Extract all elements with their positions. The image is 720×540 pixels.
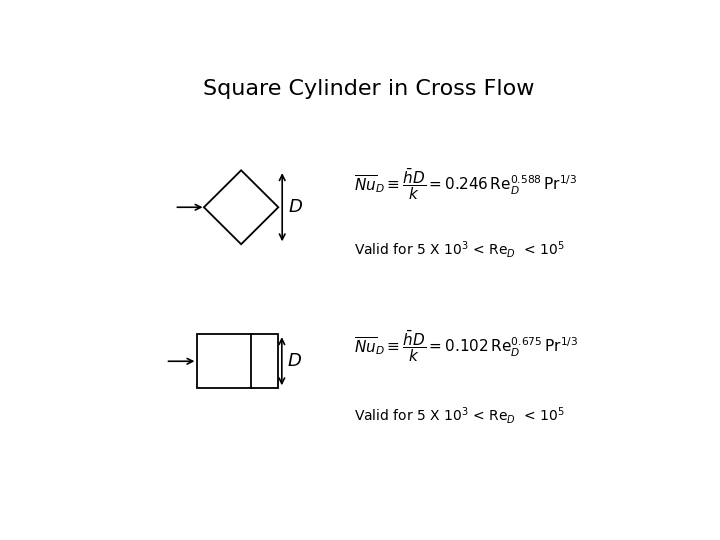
Text: D: D (289, 198, 302, 216)
Text: D: D (288, 352, 302, 370)
Bar (197, 334, 278, 388)
Text: Square Cylinder in Cross Flow: Square Cylinder in Cross Flow (203, 79, 535, 99)
Text: $\overline{Nu}_D \equiv \dfrac{\bar{h}D}{k} = 0.246\,\mathrm{Re}_D^{0.588}\,\mat: $\overline{Nu}_D \equiv \dfrac{\bar{h}D}… (354, 166, 577, 202)
Text: Valid for 5 X 10$^3$ < Re$_D$  < 10$^5$: Valid for 5 X 10$^3$ < Re$_D$ < 10$^5$ (354, 239, 564, 260)
Text: $\overline{Nu}_D \equiv \dfrac{\bar{h}D}{k} = 0.102\,\mathrm{Re}_D^{0.675}\,\mat: $\overline{Nu}_D \equiv \dfrac{\bar{h}D}… (354, 328, 578, 364)
Text: Valid for 5 X 10$^3$ < Re$_D$  < 10$^5$: Valid for 5 X 10$^3$ < Re$_D$ < 10$^5$ (354, 404, 564, 426)
